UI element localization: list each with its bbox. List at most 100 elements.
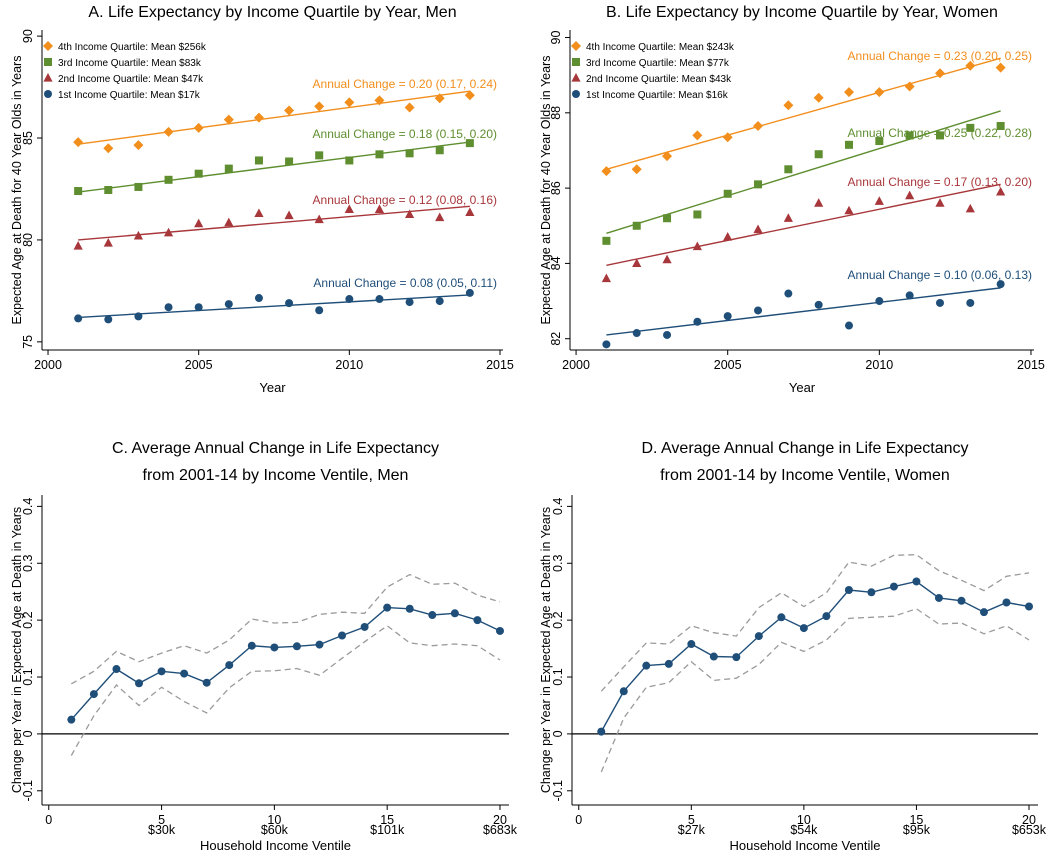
x-tick-label: 2000 bbox=[562, 358, 590, 372]
data-point bbox=[473, 616, 482, 625]
legend-marker bbox=[44, 58, 52, 66]
legend-label: 3rd Income Quartile: Mean $83k bbox=[58, 58, 202, 69]
data-point bbox=[664, 659, 673, 668]
legend-marker bbox=[572, 90, 580, 98]
data-point bbox=[723, 312, 732, 321]
data-point bbox=[979, 608, 988, 617]
data-point bbox=[224, 300, 233, 309]
data-point bbox=[254, 156, 263, 165]
data-point bbox=[732, 653, 741, 662]
data-point bbox=[434, 93, 445, 104]
data-point bbox=[73, 241, 83, 250]
x-secondary-tick-label: $27k bbox=[678, 823, 706, 837]
data-point bbox=[404, 102, 415, 113]
annual-change-label: Annual Change = 0.12 (0.08, 0.16) bbox=[313, 193, 497, 207]
y-tick-label: 75 bbox=[21, 335, 35, 349]
data-point bbox=[784, 289, 793, 298]
data-point bbox=[996, 280, 1005, 289]
legend-marker bbox=[572, 58, 580, 66]
data-point bbox=[935, 298, 944, 307]
x-tick-label: 5 bbox=[688, 813, 695, 827]
data-point bbox=[722, 132, 733, 143]
legend-entry: 4th Income Quartile: Mean $243k bbox=[571, 41, 735, 53]
data-point bbox=[74, 314, 83, 323]
legend-label: 4th Income Quartile: Mean $243k bbox=[586, 42, 735, 53]
data-point bbox=[814, 150, 823, 159]
data-point bbox=[74, 187, 83, 196]
x-axis-label: Household Income Ventile bbox=[200, 838, 351, 853]
data-point bbox=[889, 582, 898, 591]
data-point bbox=[723, 232, 733, 241]
y-tick-label: -0.1 bbox=[551, 780, 565, 802]
y-tick-label: 88 bbox=[549, 106, 563, 120]
fit-line bbox=[78, 294, 470, 319]
x-secondary-tick-label: $653k bbox=[1012, 823, 1047, 837]
legend-entry: 3rd Income Quartile: Mean $77k bbox=[572, 58, 730, 69]
y-tick-label: 82 bbox=[549, 332, 563, 346]
x-tick-label: 15 bbox=[909, 813, 923, 827]
data-point bbox=[844, 585, 853, 594]
data-point bbox=[844, 87, 855, 98]
x-tick-label: 2010 bbox=[865, 358, 893, 372]
data-point bbox=[374, 95, 385, 106]
data-point bbox=[912, 577, 921, 586]
data-point bbox=[844, 205, 854, 215]
y-tick-label: 85 bbox=[21, 131, 35, 145]
data-point bbox=[292, 642, 301, 651]
series-q3: Annual Change = 0.25 (0.22, 0.28) bbox=[602, 110, 1032, 245]
data-point bbox=[103, 237, 113, 247]
data-point bbox=[814, 198, 824, 207]
y-tick-label: 0.3 bbox=[21, 555, 35, 572]
y-axis-label: Change per Year in Expected Age at Death… bbox=[10, 507, 24, 793]
data-point bbox=[619, 687, 628, 696]
data-point bbox=[374, 204, 385, 213]
data-point bbox=[223, 114, 234, 125]
data-point bbox=[383, 603, 392, 612]
x-tick-label: 2005 bbox=[185, 358, 213, 372]
data-point bbox=[104, 186, 113, 194]
legend-label: 1st Income Quartile: Mean $17k bbox=[58, 90, 201, 101]
annual-change-label: Annual Change = 0.20 (0.17, 0.24) bbox=[313, 77, 497, 91]
upper-ci-line bbox=[70, 573, 501, 685]
x-axis-label: Household Income Ventile bbox=[729, 838, 880, 853]
panel-b: B. Life Expectancy by Income Quartile by… bbox=[539, 4, 1045, 395]
x-tick-label: 10 bbox=[267, 813, 281, 827]
data-point bbox=[934, 68, 945, 79]
data-point bbox=[164, 175, 173, 184]
data-point bbox=[934, 593, 943, 602]
data-point bbox=[254, 294, 263, 303]
data-point bbox=[202, 678, 211, 687]
data-point bbox=[164, 303, 173, 312]
x-tick-label: 5 bbox=[158, 813, 165, 827]
data-point bbox=[965, 203, 975, 213]
y-tick-label: 84 bbox=[549, 256, 563, 270]
y-axis-label: Expected Age at Death for 40 Year Olds i… bbox=[539, 56, 553, 325]
data-point bbox=[314, 101, 325, 112]
data-point bbox=[777, 613, 786, 622]
legend-entry: 2nd Income Quartile: Mean $47k bbox=[43, 73, 204, 85]
x-secondary-tick-label: $683k bbox=[483, 823, 518, 837]
data-point bbox=[632, 221, 641, 230]
data-point bbox=[135, 679, 144, 688]
data-point bbox=[180, 669, 189, 678]
panel-c: C. Average Annual Change in Life Expecta… bbox=[10, 440, 518, 853]
data-point bbox=[134, 312, 143, 321]
data-point bbox=[813, 92, 824, 103]
data-point bbox=[315, 151, 324, 160]
annual-change-label: Annual Change = 0.23 (0.20, 0.25) bbox=[848, 49, 1032, 63]
x-secondary-tick-label: $95k bbox=[903, 823, 931, 837]
annual-change-label: Annual Change = 0.08 (0.05, 0.11) bbox=[313, 276, 497, 290]
data-point bbox=[905, 131, 914, 140]
fit-line bbox=[606, 110, 1001, 234]
estimate-line bbox=[600, 580, 1030, 732]
data-point bbox=[405, 149, 414, 158]
data-point bbox=[662, 254, 672, 264]
data-point bbox=[375, 295, 384, 304]
data-point bbox=[404, 209, 415, 219]
legend-marker bbox=[571, 73, 581, 82]
data-point bbox=[405, 604, 414, 613]
data-point bbox=[157, 667, 166, 676]
data-point bbox=[247, 641, 256, 650]
data-point bbox=[822, 612, 831, 621]
data-point bbox=[464, 90, 475, 101]
